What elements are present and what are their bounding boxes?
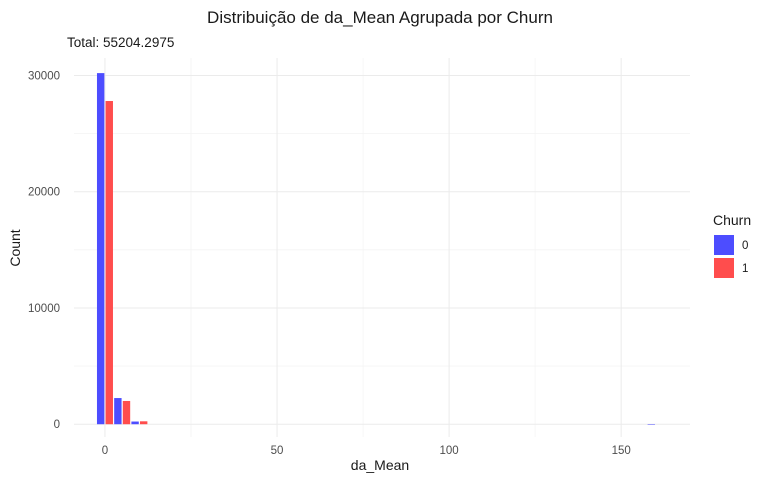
tick-labels: 0 50 100 150 0 10000 20000 30000 bbox=[28, 70, 631, 457]
y-tick-label: 10000 bbox=[28, 303, 60, 315]
x-tick-label: 150 bbox=[612, 445, 631, 457]
bar-churn-1 bbox=[139, 421, 148, 425]
legend-key-1 bbox=[714, 258, 734, 278]
y-tick-label: 30000 bbox=[28, 70, 60, 82]
x-tick-label: 50 bbox=[271, 445, 284, 457]
legend-title: Churn bbox=[713, 212, 751, 228]
y-axis-title: Count bbox=[7, 229, 23, 266]
chart-title: Distribuição de da_Mean Agrupada por Chu… bbox=[207, 8, 553, 27]
legend: Churn 0 1 bbox=[713, 212, 751, 278]
bar-churn-0 bbox=[647, 424, 655, 425]
bars bbox=[96, 73, 655, 425]
legend-label-1: 1 bbox=[742, 263, 748, 275]
bar-churn-1 bbox=[122, 400, 131, 425]
y-tick-label: 20000 bbox=[28, 187, 60, 199]
legend-key-0 bbox=[714, 235, 734, 255]
x-tick-label: 100 bbox=[440, 445, 459, 457]
bar-churn-1 bbox=[105, 101, 113, 425]
grid bbox=[74, 58, 690, 437]
chart-subtitle: Total: 55204.2975 bbox=[67, 35, 174, 50]
legend-label-0: 0 bbox=[742, 240, 748, 252]
x-tick-label: 0 bbox=[102, 445, 108, 457]
x-axis-title: da_Mean bbox=[351, 457, 409, 473]
bar-churn-0 bbox=[96, 73, 105, 425]
y-tick-label: 0 bbox=[54, 419, 60, 431]
bar-churn-0 bbox=[131, 421, 139, 425]
bar-churn-0 bbox=[114, 398, 122, 425]
